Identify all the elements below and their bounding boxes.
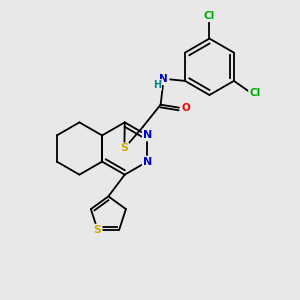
Text: Cl: Cl: [204, 11, 215, 21]
Text: N: N: [159, 74, 168, 84]
Text: S: S: [94, 225, 102, 235]
Text: H: H: [153, 80, 161, 90]
Text: N: N: [143, 130, 152, 140]
Text: Cl: Cl: [249, 88, 260, 98]
Text: O: O: [181, 103, 190, 112]
Text: S: S: [120, 143, 128, 153]
Text: N: N: [143, 157, 152, 166]
